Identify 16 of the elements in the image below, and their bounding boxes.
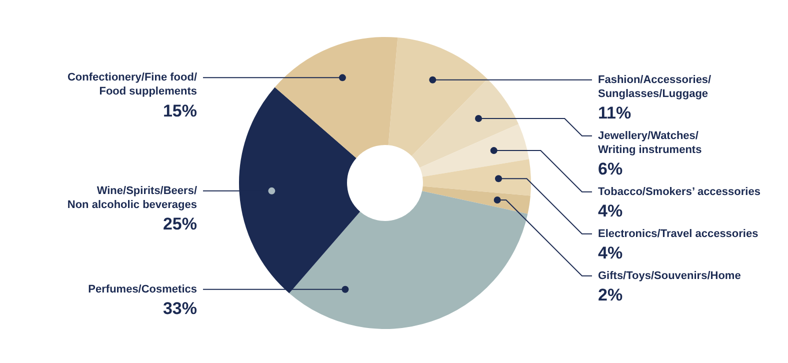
slice-label: Electronics/Travel accessories bbox=[598, 228, 758, 240]
slice-label: Jewellery/Watches/Writing instruments bbox=[598, 130, 702, 156]
slice-label: Wine/Spirits/Beers/Non alcoholic beverages bbox=[67, 184, 197, 211]
data-label: 6% bbox=[598, 160, 623, 179]
data-label: 11% bbox=[598, 104, 632, 123]
slice-label: Perfumes/Cosmetics bbox=[88, 283, 197, 296]
data-label: 33% bbox=[162, 299, 197, 318]
slice-label: Gifts/Toys/Souvenirs/Home bbox=[598, 270, 741, 282]
data-label: 15% bbox=[162, 101, 197, 120]
slice-label: Tobacco/Smokers’ accessories bbox=[598, 186, 760, 198]
data-label: 4% bbox=[598, 244, 623, 263]
data-label: 25% bbox=[162, 214, 197, 234]
slice-label: Confectionery/Fine food/Food supplements bbox=[67, 72, 197, 98]
data-label: 4% bbox=[598, 202, 623, 221]
slice-label: Fashion/Accessories/Sunglasses/Luggage bbox=[598, 74, 712, 100]
data-label: 2% bbox=[598, 286, 623, 305]
